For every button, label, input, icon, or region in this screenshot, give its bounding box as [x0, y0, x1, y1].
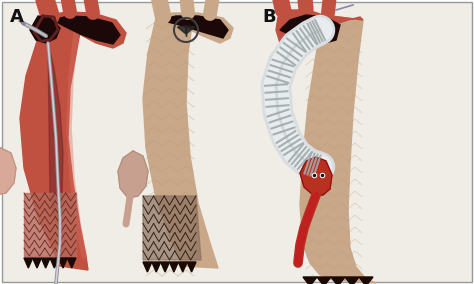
Polygon shape [143, 18, 218, 268]
Polygon shape [118, 151, 148, 198]
Polygon shape [276, 10, 363, 50]
Text: B: B [262, 8, 275, 26]
Polygon shape [317, 277, 331, 284]
Polygon shape [53, 16, 120, 44]
Polygon shape [46, 12, 126, 48]
Polygon shape [331, 277, 345, 284]
Polygon shape [161, 262, 170, 272]
Polygon shape [143, 262, 152, 272]
Polygon shape [33, 258, 41, 268]
Polygon shape [160, 16, 228, 38]
Polygon shape [48, 43, 63, 223]
Polygon shape [59, 258, 67, 268]
Polygon shape [24, 258, 33, 268]
Polygon shape [0, 148, 16, 195]
Polygon shape [280, 15, 340, 45]
Polygon shape [178, 262, 187, 272]
Polygon shape [177, 26, 186, 34]
Polygon shape [359, 277, 373, 284]
Polygon shape [41, 258, 50, 268]
Polygon shape [67, 258, 76, 268]
Polygon shape [152, 262, 161, 272]
Polygon shape [156, 13, 233, 43]
FancyBboxPatch shape [2, 2, 472, 282]
Polygon shape [143, 196, 201, 260]
Polygon shape [24, 193, 76, 256]
Polygon shape [170, 262, 178, 272]
Text: A: A [10, 8, 24, 26]
Polygon shape [20, 16, 88, 270]
Polygon shape [303, 277, 317, 284]
Polygon shape [186, 26, 195, 34]
Polygon shape [50, 258, 59, 268]
Polygon shape [300, 157, 332, 195]
Polygon shape [300, 15, 376, 283]
Polygon shape [345, 277, 359, 284]
Polygon shape [187, 262, 196, 272]
Polygon shape [30, 16, 60, 43]
